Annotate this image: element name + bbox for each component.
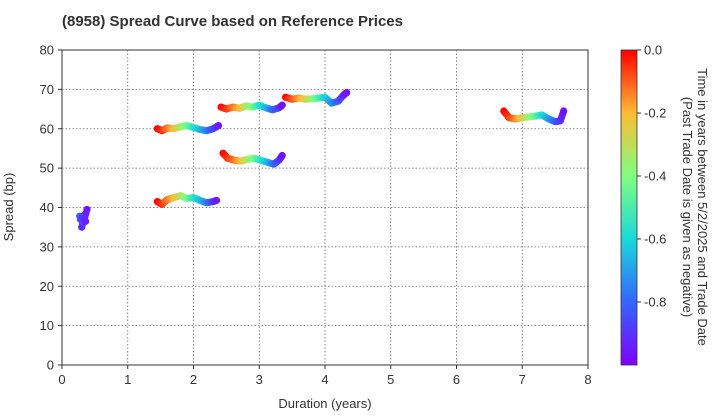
y-tick-label: 50 bbox=[40, 161, 54, 176]
x-tick-label: 3 bbox=[256, 372, 263, 387]
y-tick-label: 20 bbox=[40, 279, 54, 294]
x-tick-label: 2 bbox=[190, 372, 197, 387]
x-tick-label: 4 bbox=[321, 372, 328, 387]
colorbar-label-line1: Time in years between 5/2/2025 and Trade… bbox=[695, 68, 710, 346]
data-point bbox=[560, 107, 568, 115]
y-tick-label: 60 bbox=[40, 121, 54, 136]
x-tick-label: 6 bbox=[453, 372, 460, 387]
chart-title: (8958) Spread Curve based on Reference P… bbox=[62, 13, 403, 30]
data-point bbox=[343, 88, 351, 97]
y-axis-label: Spread (bp) bbox=[1, 173, 16, 242]
colorbar-tick-label: 0.0 bbox=[644, 43, 662, 58]
data-point bbox=[278, 151, 286, 160]
y-tick-label: 10 bbox=[40, 318, 54, 333]
x-tick-label: 0 bbox=[58, 372, 65, 387]
y-tick-label: 80 bbox=[40, 43, 54, 58]
colorbar-tick-label: -0.2 bbox=[644, 106, 666, 121]
x-axis-ticks: 0 1 2 3 4 5 6 7 8 bbox=[58, 365, 592, 387]
data-point bbox=[214, 122, 223, 130]
data-points bbox=[76, 88, 568, 231]
y-tick-label: 70 bbox=[40, 82, 54, 97]
colorbar-tick-label: -0.4 bbox=[644, 169, 666, 184]
grid bbox=[62, 50, 588, 365]
y-axis-ticks: 0 10 20 30 40 50 60 70 80 bbox=[40, 43, 62, 373]
colorbar-label-line2: (Past Trade Date is given as negative) bbox=[680, 97, 695, 317]
x-tick-label: 1 bbox=[124, 372, 131, 387]
x-axis-label: Duration (years) bbox=[278, 396, 371, 411]
data-point bbox=[278, 101, 286, 109]
colorbar-tick-label: -0.6 bbox=[644, 232, 666, 247]
x-tick-label: 5 bbox=[387, 372, 394, 387]
x-tick-label: 7 bbox=[519, 372, 526, 387]
y-tick-label: 0 bbox=[47, 358, 54, 373]
y-tick-label: 30 bbox=[40, 239, 54, 254]
colorbar bbox=[620, 49, 638, 366]
x-tick-label: 8 bbox=[584, 372, 591, 387]
data-point bbox=[212, 196, 221, 205]
y-tick-label: 40 bbox=[40, 200, 54, 215]
colorbar-ticks: 0.0 -0.2 -0.4 -0.6 -0.8 bbox=[637, 43, 666, 310]
data-point bbox=[82, 217, 90, 225]
colorbar-tick-label: -0.8 bbox=[644, 295, 666, 310]
